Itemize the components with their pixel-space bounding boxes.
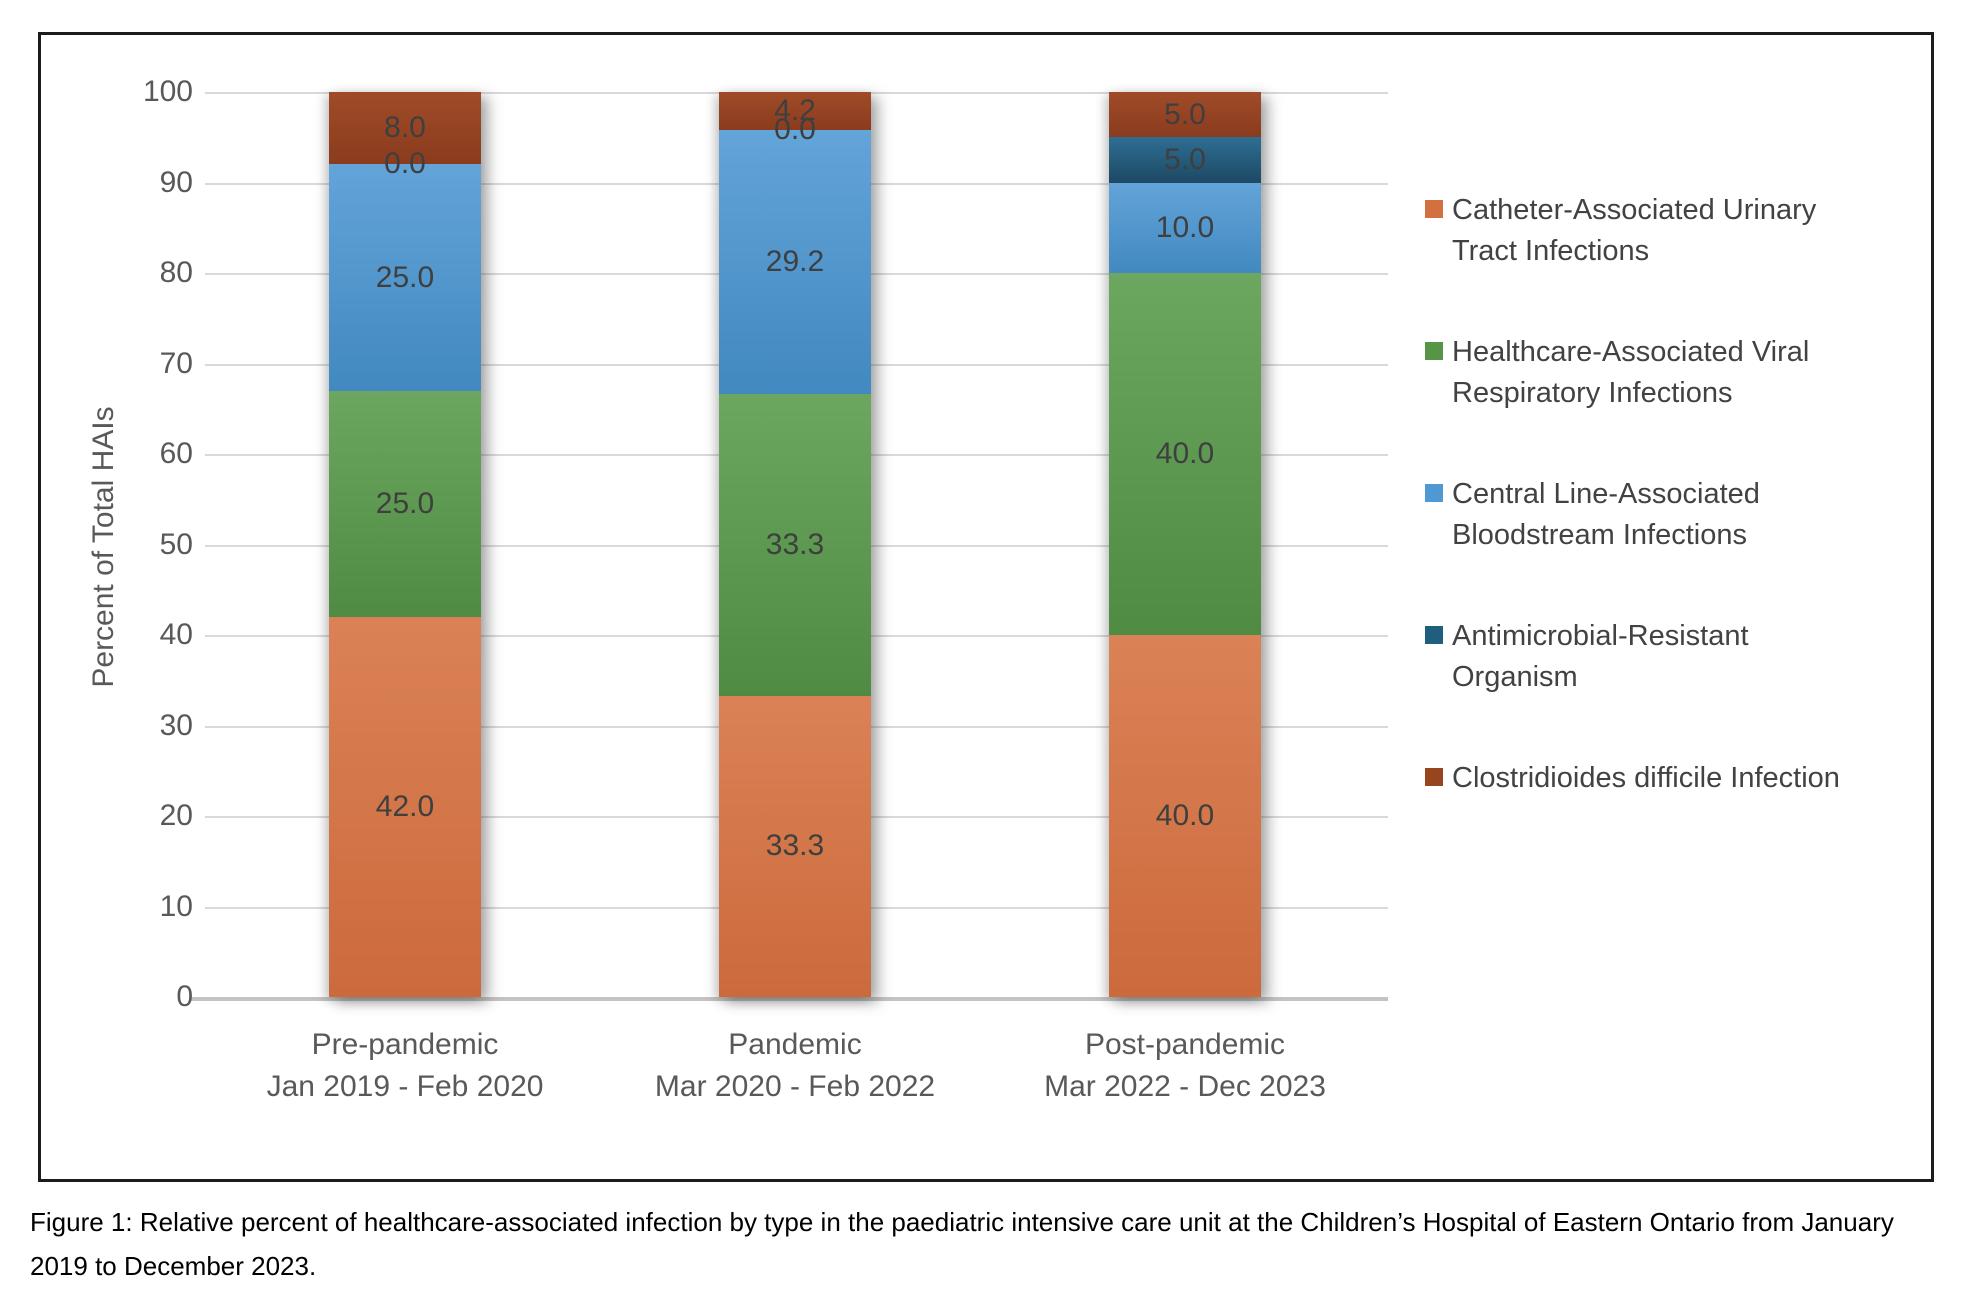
legend-label: Healthcare-Associated Viral Respiratory …	[1452, 336, 1810, 409]
legend-swatch	[1425, 484, 1443, 502]
legend-swatch	[1425, 342, 1443, 360]
figure-caption: Figure 1: Relative percent of healthcare…	[30, 1207, 1894, 1281]
legend-label: Antimicrobial-Resistant Organism	[1452, 620, 1749, 693]
legend-item-catheter-associated: Catheter-Associated Urinary Tract Infect…	[1425, 190, 1945, 272]
legend: Catheter-Associated Urinary Tract Infect…	[1425, 190, 1945, 799]
legend-item-healthcare-associated: Healthcare-Associated Viral Respiratory …	[1425, 332, 1945, 414]
legend-item-antimicrobial-resistant: Antimicrobial-Resistant Organism	[1425, 616, 1945, 698]
legend-swatch	[1425, 626, 1443, 644]
legend-label: Catheter-Associated Urinary Tract Infect…	[1452, 194, 1817, 267]
legend-swatch	[1425, 768, 1443, 786]
legend-label: Central Line-Associated Bloodstream Infe…	[1452, 478, 1760, 551]
legend-swatch	[1425, 200, 1443, 218]
legend-item-clostridioides: Clostridioides difficile Infection	[1425, 758, 1945, 799]
legend-label: Clostridioides difficile Infection	[1452, 762, 1840, 794]
y-axis-title: Percent of Total HAIs	[87, 406, 120, 688]
legend-item-central: Central Line-Associated Bloodstream Infe…	[1425, 474, 1945, 556]
